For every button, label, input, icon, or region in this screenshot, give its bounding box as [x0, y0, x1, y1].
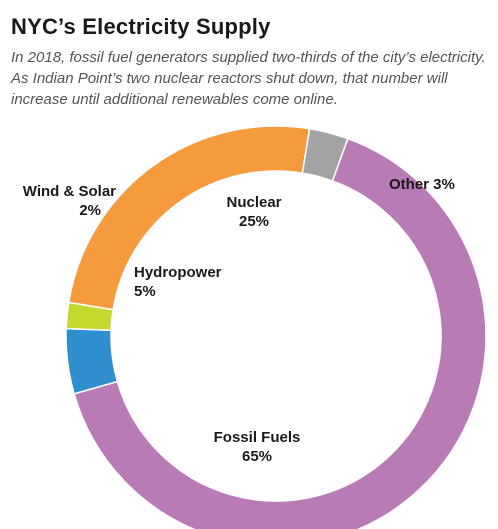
fossil-fuels-pct-label: 65%: [242, 448, 272, 465]
slice-other: [301, 127, 349, 182]
slice-fossil-fuels: [73, 137, 487, 529]
chart-title: NYC’s Electricity Supply: [11, 14, 271, 39]
fossil-fuels-name-label: Fossil Fuels: [214, 429, 301, 446]
slice-hydropower: [65, 327, 119, 395]
nuclear-name-label: Nuclear: [226, 194, 281, 211]
donut-ring: [65, 125, 487, 529]
chart-subtitle: In 2018, fossil fuel generators supplied…: [11, 49, 486, 108]
hydropower-name-label: Hydropower: [134, 264, 222, 281]
wind-solar-pct-label: 2%: [79, 202, 101, 219]
nuclear-pct-label: 25%: [239, 213, 269, 230]
hydropower-pct-label: 5%: [134, 283, 156, 300]
slice-nuclear: [67, 125, 311, 311]
wind-solar-name-label: Wind & Solar: [23, 183, 116, 200]
other-label: Other 3%: [389, 176, 455, 193]
